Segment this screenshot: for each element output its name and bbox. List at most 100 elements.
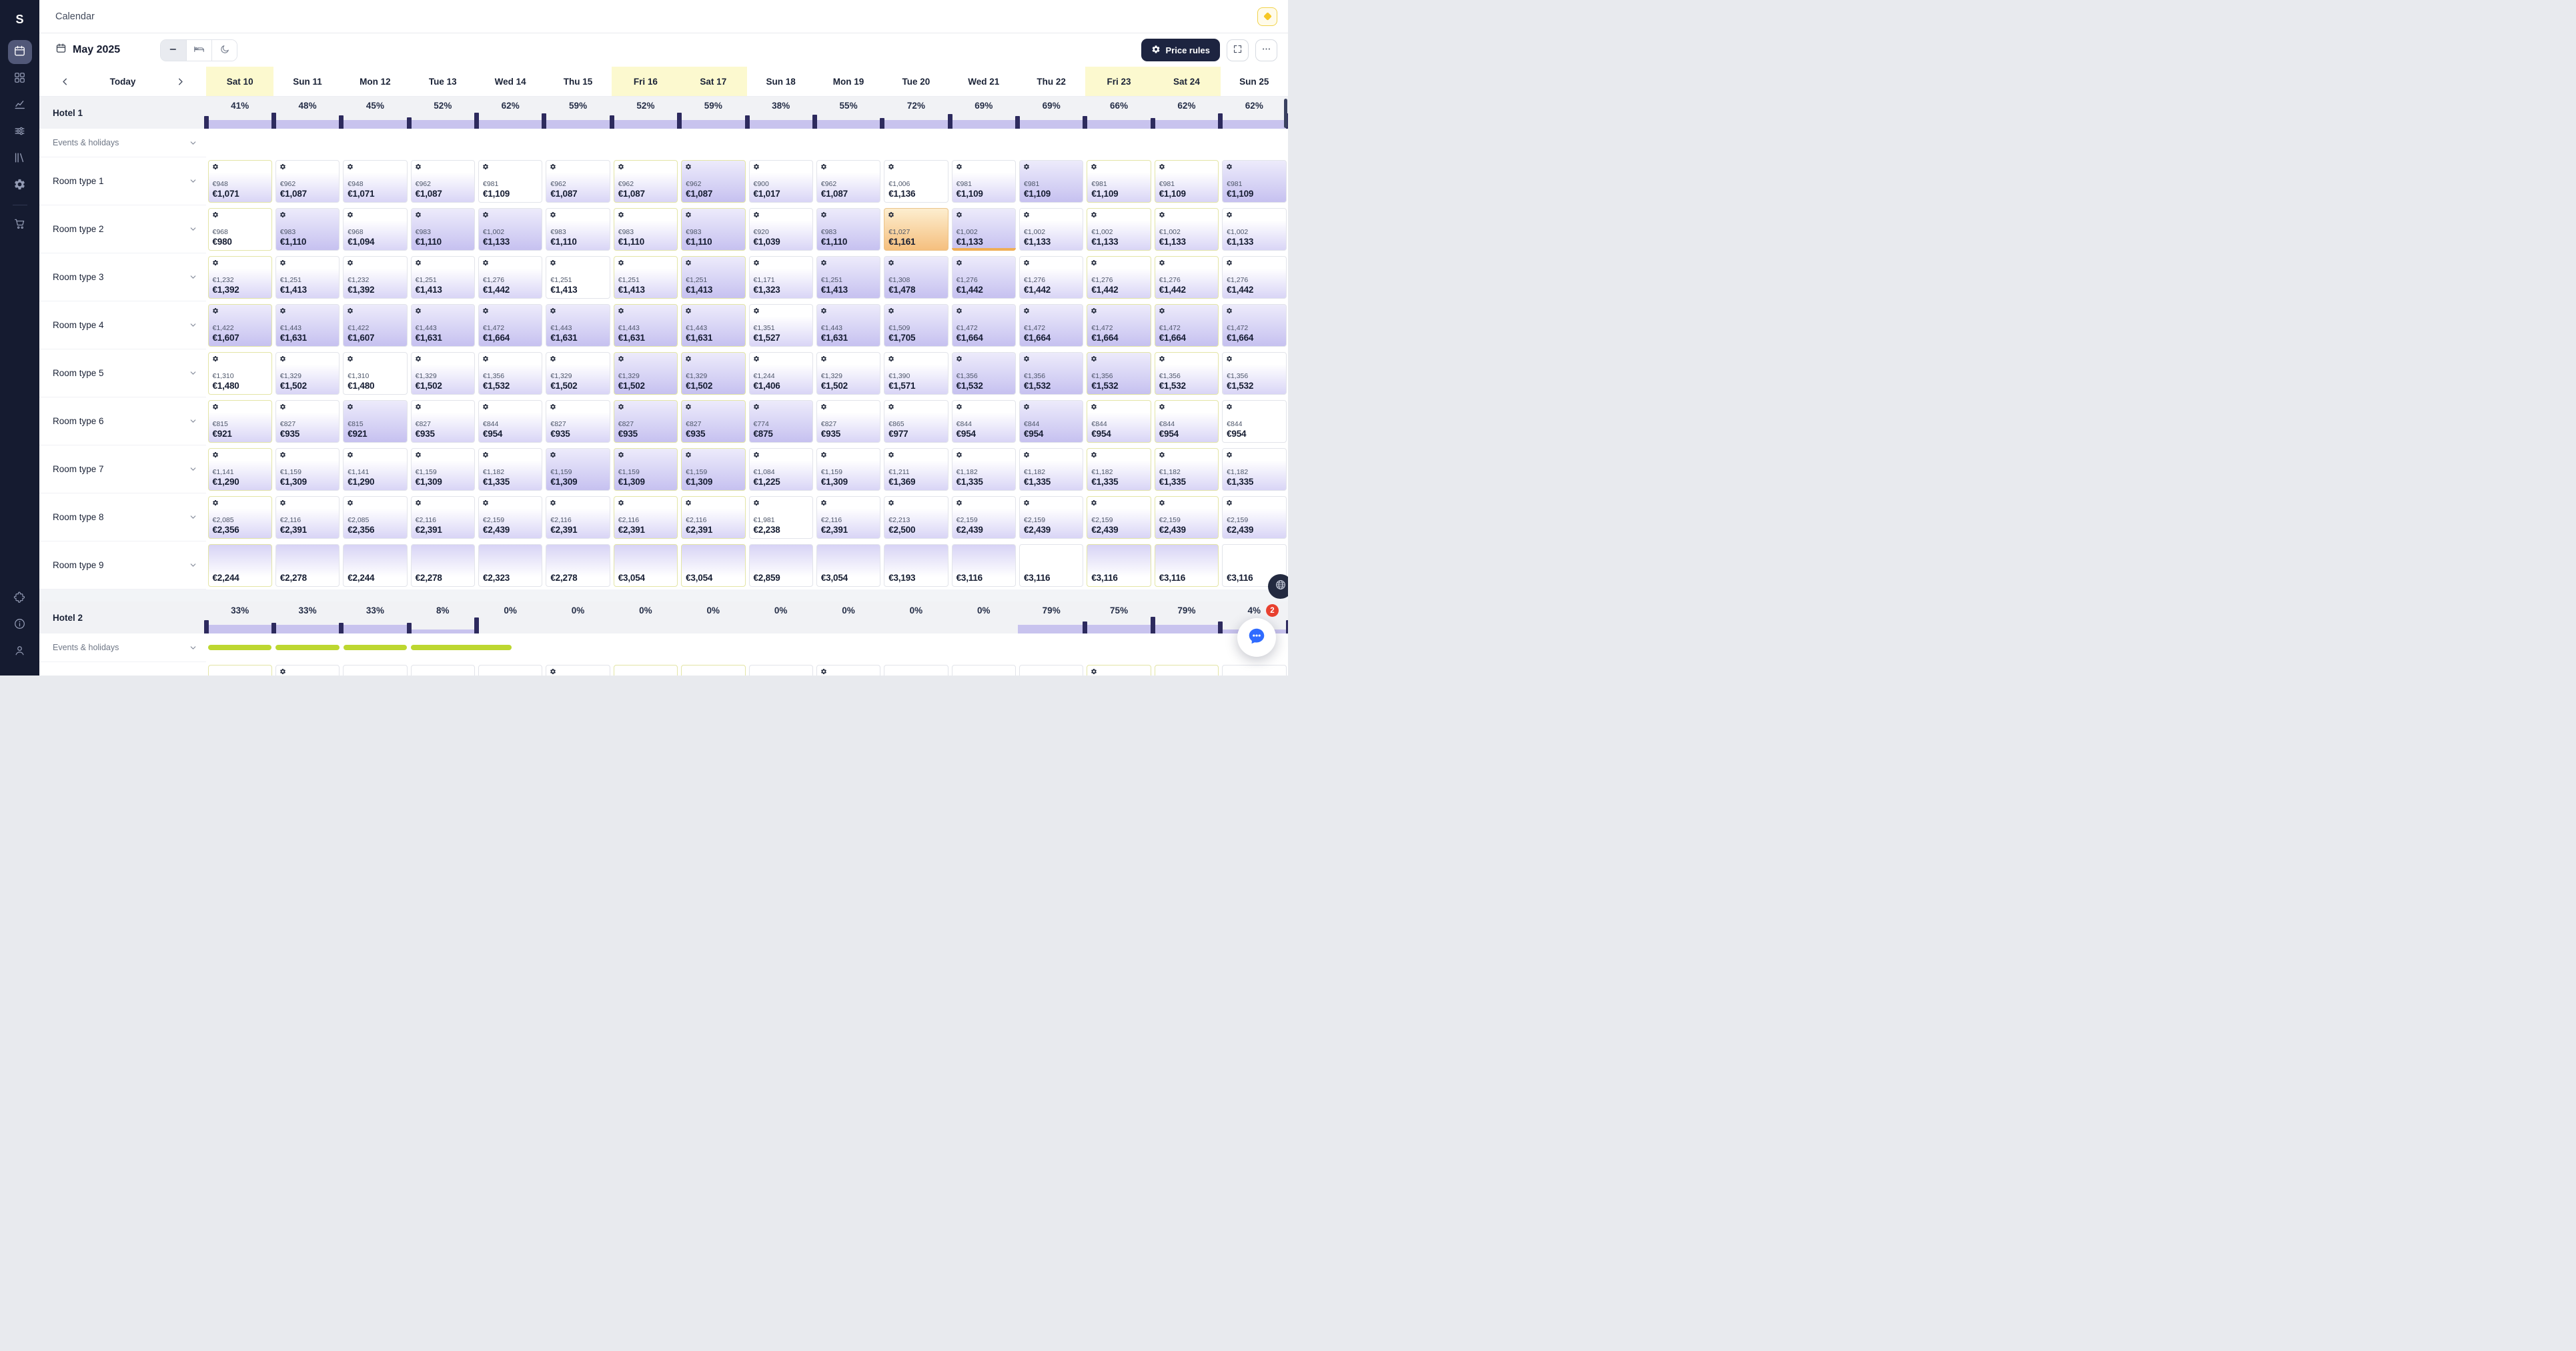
language-launcher[interactable] — [1268, 574, 1288, 599]
date-header-cell[interactable]: Fri 23 — [1085, 67, 1153, 96]
occupancy-cell[interactable]: 69% — [1017, 97, 1088, 129]
chevron-down-icon[interactable] — [189, 465, 197, 473]
price-cell[interactable] — [816, 665, 881, 676]
event-bar[interactable] — [275, 645, 340, 650]
gear-icon[interactable] — [956, 163, 962, 170]
price-cell[interactable]: €1,356 €1,532 — [1154, 352, 1219, 395]
gear-icon[interactable] — [1091, 403, 1097, 410]
gear-icon[interactable] — [685, 451, 692, 458]
view-rooms-button[interactable] — [186, 39, 212, 61]
price-cell[interactable]: €1,159 €1,309 — [613, 448, 678, 491]
gear-icon[interactable] — [482, 259, 489, 266]
gear-icon[interactable] — [1023, 163, 1030, 170]
price-cell[interactable]: €1,182 €1,335 — [1154, 448, 1219, 491]
price-cell[interactable]: €1,329 €1,502 — [275, 352, 340, 395]
price-cell[interactable]: €2,244 — [343, 544, 408, 587]
gear-icon[interactable] — [753, 211, 760, 218]
gear-icon[interactable] — [212, 163, 219, 170]
price-cell[interactable]: €3,054 — [613, 544, 678, 587]
gear-icon[interactable] — [550, 668, 556, 675]
price-cell[interactable]: €962 €1,087 — [816, 160, 881, 203]
price-cell[interactable]: €983 €1,110 — [613, 208, 678, 251]
gear-icon[interactable] — [347, 163, 354, 170]
price-cell[interactable]: €900 €1,017 — [748, 160, 813, 203]
gear-icon[interactable] — [279, 355, 286, 362]
room-type-toggle[interactable]: Room type 7 — [39, 445, 206, 493]
price-cell[interactable]: €1,159 €1,309 — [681, 448, 746, 491]
price-cell[interactable] — [951, 665, 1016, 676]
price-cell[interactable]: €2,159 €2,439 — [1222, 496, 1287, 539]
price-cell[interactable] — [1087, 665, 1151, 676]
price-cell[interactable]: €2,278 — [410, 544, 475, 587]
price-cell[interactable]: €827 €935 — [410, 400, 475, 443]
price-cell[interactable]: €1,182 €1,335 — [1019, 448, 1084, 491]
gear-icon[interactable] — [888, 211, 894, 218]
gear-icon[interactable] — [685, 355, 692, 362]
price-cell[interactable]: €962 €1,087 — [681, 160, 746, 203]
gear-icon[interactable] — [820, 307, 827, 314]
gear-icon[interactable] — [888, 355, 894, 362]
price-cell[interactable]: €774 €875 — [748, 400, 813, 443]
occupancy-cell[interactable]: 48% — [273, 97, 344, 129]
date-header-cell[interactable]: Wed 21 — [968, 76, 1000, 87]
gear-icon[interactable] — [212, 403, 219, 410]
date-header-cell[interactable]: Sun 18 — [766, 76, 796, 87]
gear-icon[interactable] — [279, 307, 286, 314]
gear-icon[interactable] — [347, 259, 354, 266]
price-cell[interactable] — [1019, 665, 1084, 676]
price-cell[interactable]: €1,509 €1,705 — [884, 304, 948, 347]
price-cell[interactable]: €1,472 €1,664 — [951, 304, 1016, 347]
price-cell[interactable]: €1,159 €1,309 — [275, 448, 340, 491]
gear-icon[interactable] — [1091, 499, 1097, 506]
gear-icon[interactable] — [956, 211, 962, 218]
view-rows-button[interactable] — [161, 39, 187, 61]
room-type-toggle[interactable]: Room type 2 — [39, 205, 206, 253]
price-cell[interactable] — [748, 665, 813, 676]
occupancy-cell[interactable]: 62% — [1153, 97, 1223, 129]
price-cell[interactable]: €1,443 €1,631 — [681, 304, 746, 347]
gear-icon[interactable] — [212, 499, 219, 506]
gear-icon[interactable] — [347, 403, 354, 410]
gear-icon[interactable] — [279, 259, 286, 266]
price-cell[interactable]: €1,329 €1,502 — [546, 352, 610, 395]
occupancy-cell[interactable]: 52% — [409, 97, 479, 129]
gear-icon[interactable] — [1159, 499, 1165, 506]
price-cell[interactable]: €962 €1,087 — [410, 160, 475, 203]
gear-icon[interactable] — [279, 163, 286, 170]
gear-icon[interactable] — [618, 211, 624, 218]
price-cell[interactable]: €983 €1,110 — [816, 208, 881, 251]
gear-icon[interactable] — [1159, 355, 1165, 362]
gear-icon[interactable] — [279, 668, 286, 675]
gear-icon[interactable] — [1091, 163, 1097, 170]
gear-icon[interactable] — [888, 499, 894, 506]
occupancy-cell[interactable]: 66% — [1085, 97, 1155, 129]
date-header-cell[interactable]: Sun 25 — [1239, 76, 1269, 87]
chevron-down-icon[interactable] — [189, 417, 197, 425]
price-cell[interactable]: €1,251 €1,413 — [681, 256, 746, 299]
gear-icon[interactable] — [279, 499, 286, 506]
price-cell[interactable]: €1,356 €1,532 — [1222, 352, 1287, 395]
event-bar[interactable] — [343, 645, 408, 650]
price-cell[interactable]: €1,422 €1,607 — [343, 304, 408, 347]
price-cell[interactable]: €1,443 €1,631 — [816, 304, 881, 347]
gear-icon[interactable] — [550, 307, 556, 314]
gear-icon[interactable] — [279, 451, 286, 458]
price-cell[interactable]: €844 €954 — [951, 400, 1016, 443]
gear-icon[interactable] — [550, 451, 556, 458]
prev-button[interactable] — [57, 73, 73, 90]
sidebar-item-calendar[interactable] — [7, 40, 32, 64]
occupancy-cell[interactable]: 72% — [882, 97, 952, 129]
gear-icon[interactable] — [685, 259, 692, 266]
gear-icon[interactable] — [888, 403, 894, 410]
sidebar-item-market[interactable] — [8, 213, 32, 237]
chevron-down-icon[interactable] — [189, 139, 197, 147]
gear-icon[interactable] — [956, 307, 962, 314]
sidebar-item-integrations[interactable] — [8, 586, 32, 610]
gear-icon[interactable] — [1023, 451, 1030, 458]
gear-icon[interactable] — [685, 211, 692, 218]
gear-icon[interactable] — [550, 163, 556, 170]
chevron-down-icon[interactable] — [189, 225, 197, 233]
occupancy-cell[interactable]: 0% — [544, 601, 612, 633]
gear-icon[interactable] — [1091, 668, 1097, 675]
price-cell[interactable]: €962 €1,087 — [613, 160, 678, 203]
